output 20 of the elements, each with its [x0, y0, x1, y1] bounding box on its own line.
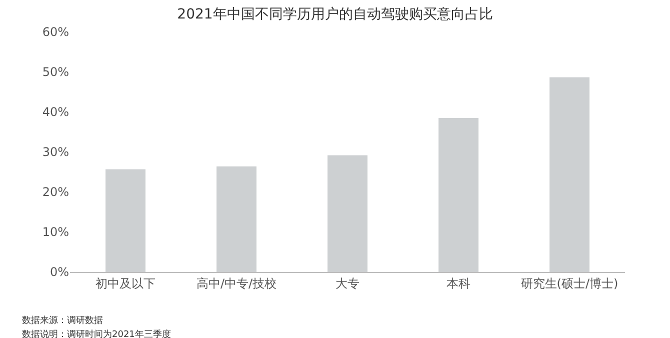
chart-title: 2021年中国不同学历用户的自动驾驶购买意向占比	[177, 6, 493, 22]
source-note: 数据来源：调研数据	[22, 315, 103, 326]
bar	[438, 118, 478, 272]
y-tick-label: 50%	[42, 65, 69, 80]
y-tick-label: 30%	[42, 145, 69, 160]
bar	[328, 155, 368, 272]
x-tick-label: 本科	[446, 276, 470, 290]
bar	[216, 166, 256, 272]
y-tick-label: 20%	[42, 185, 69, 200]
x-tick-label: 初中及以下	[96, 276, 156, 290]
bar	[106, 169, 146, 272]
x-tick-label: 研究生(硕士/博士)	[520, 276, 618, 290]
x-tick-label: 大专	[336, 276, 360, 290]
bar	[550, 77, 590, 272]
y-tick-label: 40%	[42, 105, 69, 120]
y-tick-label: 0%	[50, 265, 69, 280]
y-tick-label: 60%	[42, 25, 69, 40]
text: 数据说明：调研时间为2021年三季度	[22, 329, 171, 338]
y-tick-label: 10%	[42, 225, 69, 240]
x-tick-label: 高中/中专/技校	[196, 276, 277, 290]
